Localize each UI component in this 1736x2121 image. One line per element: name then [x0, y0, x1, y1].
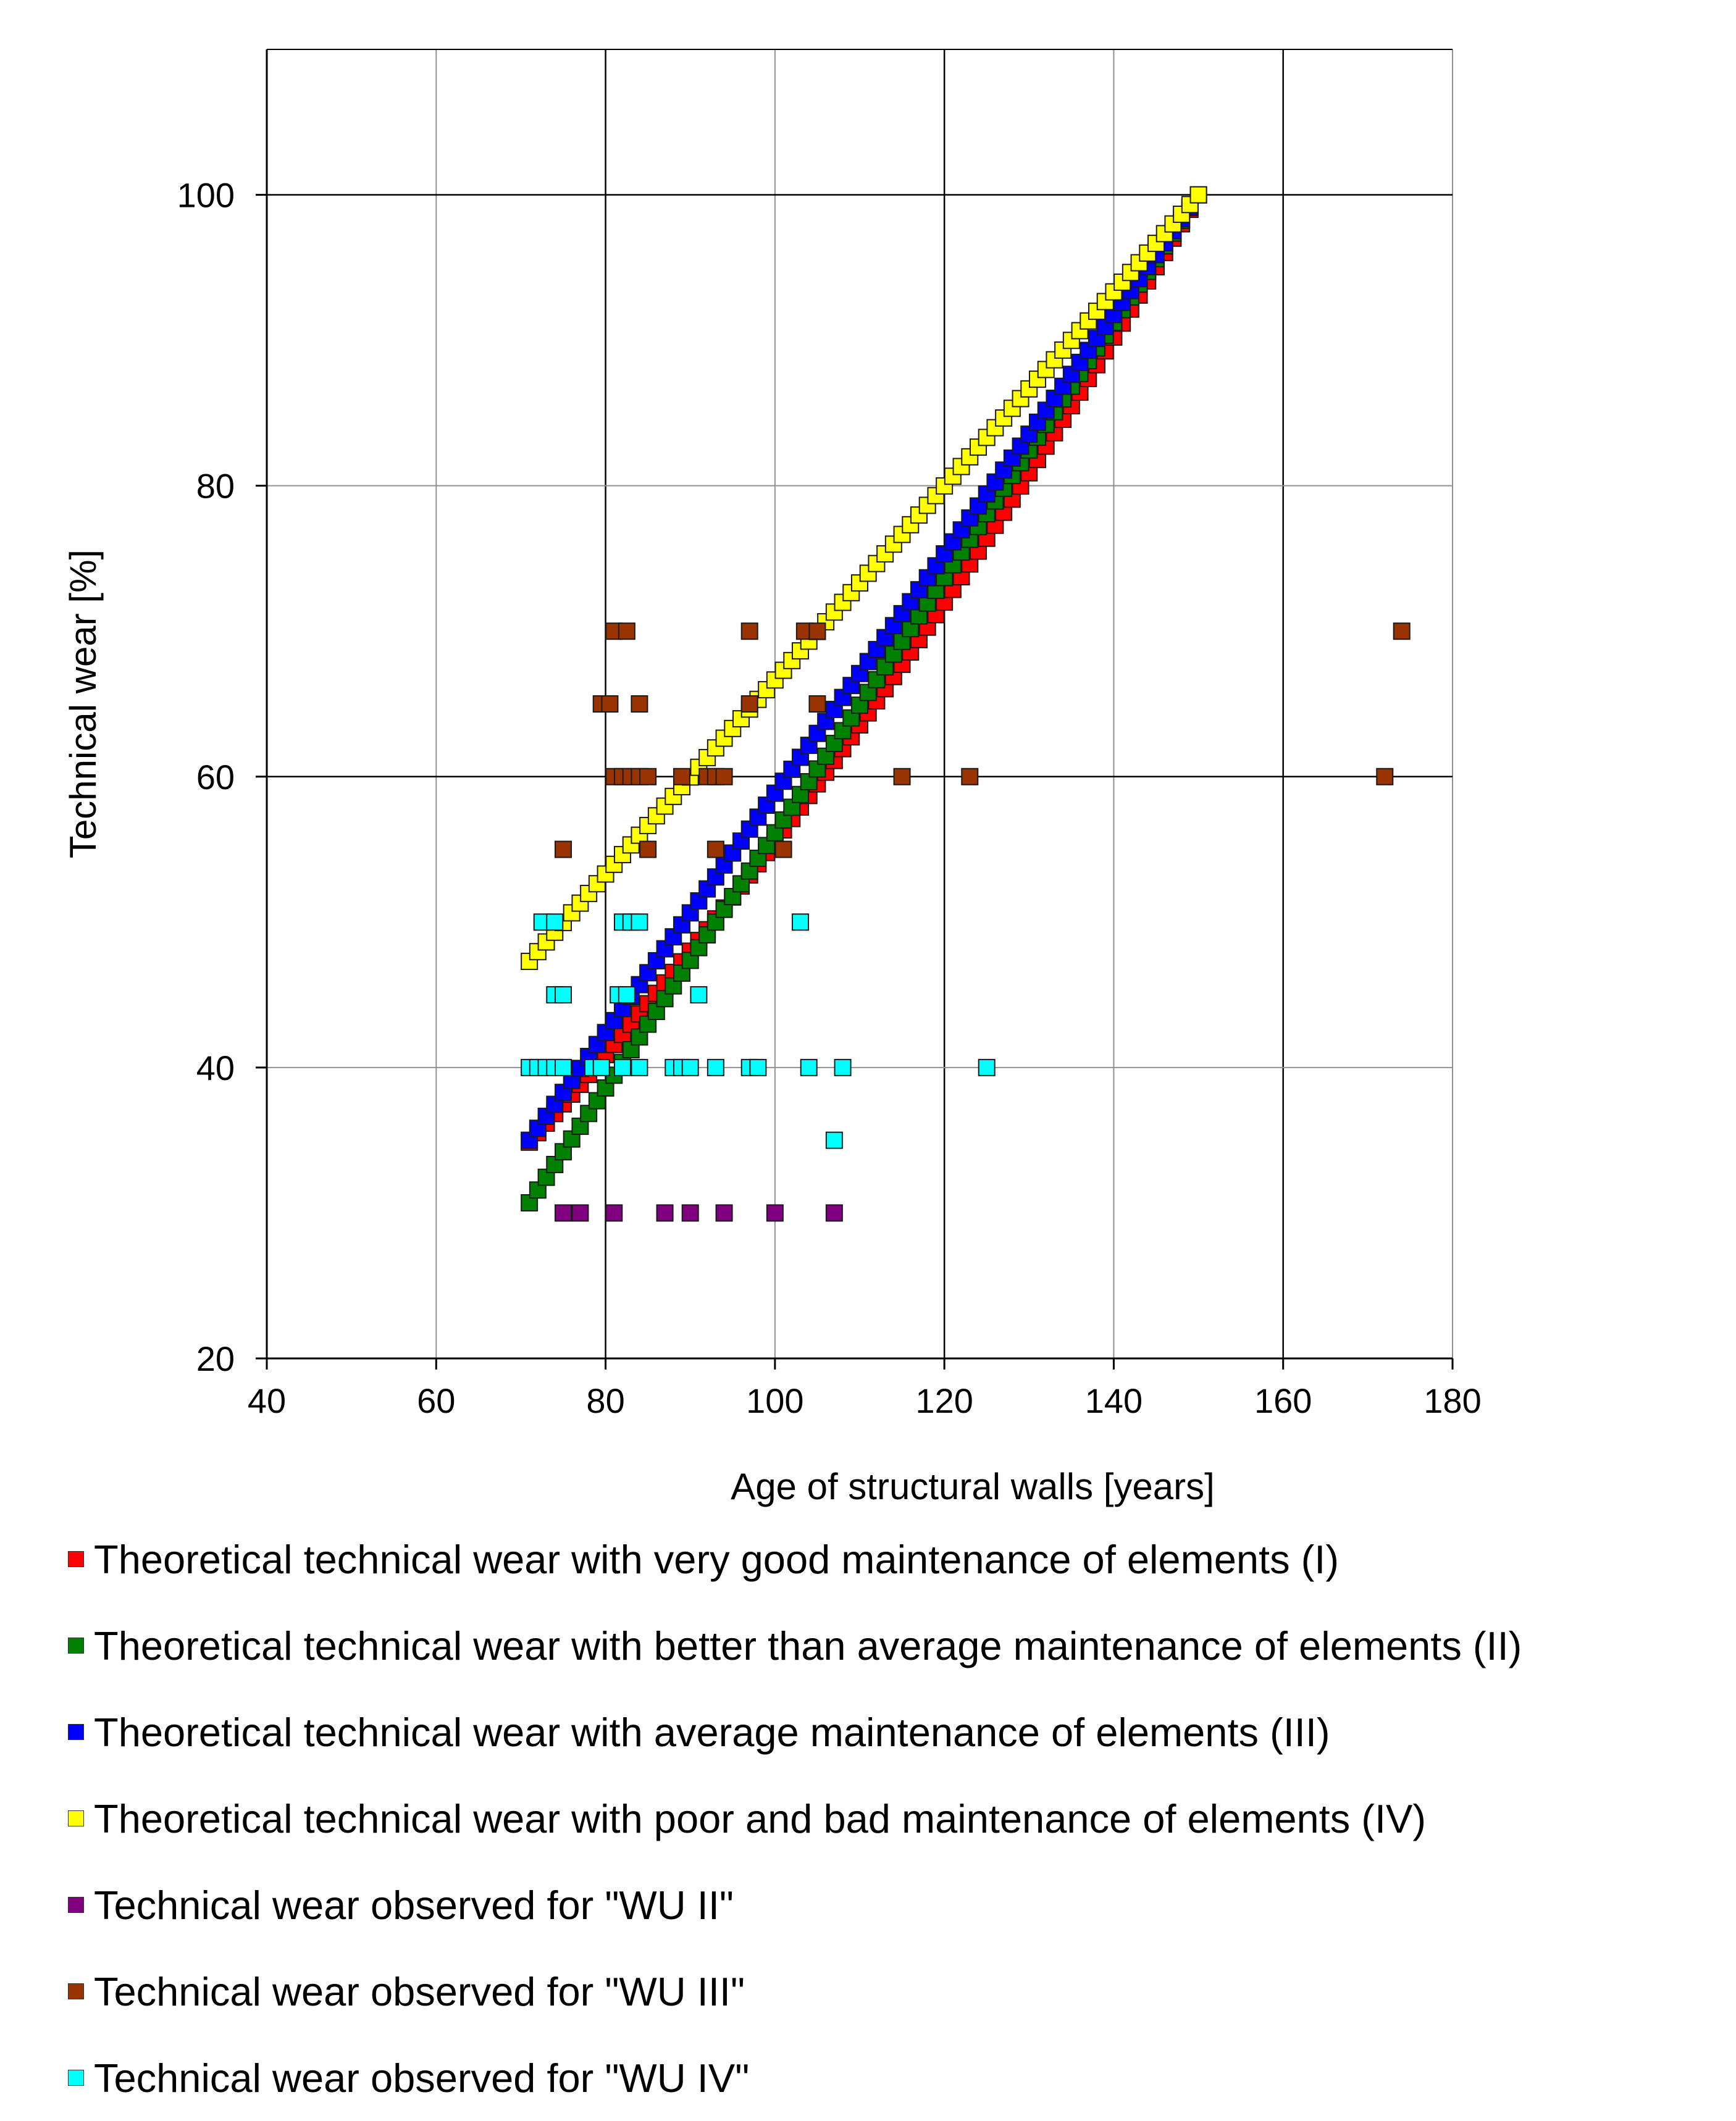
y-tick-label: 40	[196, 1048, 235, 1087]
legend-item: Theoretical technical wear with average …	[68, 1689, 1729, 1775]
observed-point	[690, 986, 708, 1004]
observed-point	[546, 913, 564, 931]
observed-point	[707, 1058, 724, 1076]
observed-point	[740, 622, 758, 640]
y-tick-label: 100	[177, 176, 235, 215]
series-7	[521, 913, 996, 1149]
legend-item: Theoretical technical wear with poor and…	[68, 1775, 1729, 1862]
observed-point	[631, 913, 648, 931]
legend-item: Theoretical technical wear with very goo…	[68, 1516, 1729, 1602]
legend-swatch	[68, 1638, 84, 1654]
observed-point	[656, 1204, 674, 1222]
legend-label: Technical wear observed for "WU IV"	[94, 2055, 750, 2101]
axes	[256, 49, 1454, 1370]
x-tick-label: 180	[1424, 1381, 1481, 1420]
observed-point	[614, 1058, 631, 1076]
observed-point	[834, 1058, 852, 1076]
legend-label: Theoretical technical wear with very goo…	[94, 1536, 1339, 1582]
legend-swatch	[68, 1724, 84, 1740]
observed-point	[618, 622, 635, 640]
x-tick-label: 140	[1085, 1381, 1143, 1420]
observed-point	[631, 695, 648, 713]
observed-point	[961, 768, 979, 785]
observed-point	[740, 695, 758, 713]
observed-point	[631, 1058, 648, 1076]
observed-point	[673, 768, 690, 785]
observed-point	[808, 622, 826, 640]
legend-label: Technical wear observed for "WU II"	[94, 1882, 734, 1928]
tick-labels: 40 60 80 100 120 140 160 180 20 40 60 80 100	[177, 176, 1482, 1420]
observed-point	[715, 768, 733, 785]
x-tick-label: 60	[417, 1381, 455, 1420]
x-tick-label: 100	[746, 1381, 803, 1420]
data-points	[521, 186, 1411, 1222]
legend-label: Theoretical technical wear with poor and…	[94, 1796, 1426, 1841]
x-tick-label: 40	[248, 1381, 286, 1420]
observed-point	[1376, 768, 1394, 785]
observed-point	[715, 1204, 733, 1222]
series-6	[555, 622, 1411, 858]
x-tick-label: 120	[915, 1381, 973, 1420]
y-tick-label: 60	[196, 758, 235, 797]
observed-point	[555, 986, 572, 1004]
observed-point	[766, 1204, 784, 1222]
observed-point	[825, 1131, 843, 1149]
x-axis-title: Age of structural walls [years]	[731, 1466, 1215, 1507]
observed-point	[592, 1058, 610, 1076]
observed-point	[681, 1058, 699, 1076]
series-3	[521, 186, 1207, 1149]
legend-swatch	[68, 1983, 84, 1999]
x-tick-label: 160	[1254, 1381, 1312, 1420]
observed-point	[808, 695, 826, 713]
legend-label: Technical wear observed for "WU III"	[94, 1968, 745, 2014]
curve-point	[1189, 186, 1207, 204]
observed-point	[639, 840, 657, 858]
observed-point	[800, 1058, 818, 1076]
observed-point	[774, 840, 792, 858]
observed-point	[978, 1058, 996, 1076]
curve-point	[952, 521, 970, 539]
observed-point	[792, 913, 809, 931]
y-axis-title: Technical wear [%]	[62, 550, 104, 858]
observed-point	[618, 986, 635, 1004]
observed-point	[601, 695, 619, 713]
observed-point	[555, 1204, 572, 1222]
observed-point	[555, 1058, 572, 1076]
observed-point	[825, 1204, 843, 1222]
legend-swatch	[68, 1897, 84, 1913]
legend-item: Technical wear observed for "WU III"	[68, 1948, 1729, 2035]
legend-swatch	[68, 2070, 84, 2086]
legend-label: Theoretical technical wear with average …	[94, 1709, 1330, 1755]
observed-point	[639, 768, 657, 785]
observed-point	[555, 840, 572, 858]
observed-point	[571, 1204, 589, 1222]
legend-swatch	[68, 1551, 84, 1567]
series-5	[555, 1204, 843, 1222]
observed-point	[681, 1204, 699, 1222]
y-tick-label: 80	[196, 467, 235, 506]
legend-item: Technical wear observed for "WU II"	[68, 1862, 1729, 1948]
x-tick-label: 80	[586, 1381, 624, 1420]
legend-item: Technical wear observed for "WU IV"	[68, 2035, 1729, 2121]
legend-swatch	[68, 1810, 84, 1826]
legend: Theoretical technical wear with very goo…	[68, 1516, 1729, 2121]
observed-point	[893, 768, 911, 785]
observed-point	[749, 1058, 767, 1076]
observed-point	[1393, 622, 1411, 640]
observed-point	[605, 1204, 623, 1222]
legend-label: Theoretical technical wear with better t…	[94, 1623, 1522, 1668]
observed-point	[707, 840, 724, 858]
legend-item: Theoretical technical wear with better t…	[68, 1602, 1729, 1689]
y-tick-label: 20	[196, 1339, 235, 1378]
